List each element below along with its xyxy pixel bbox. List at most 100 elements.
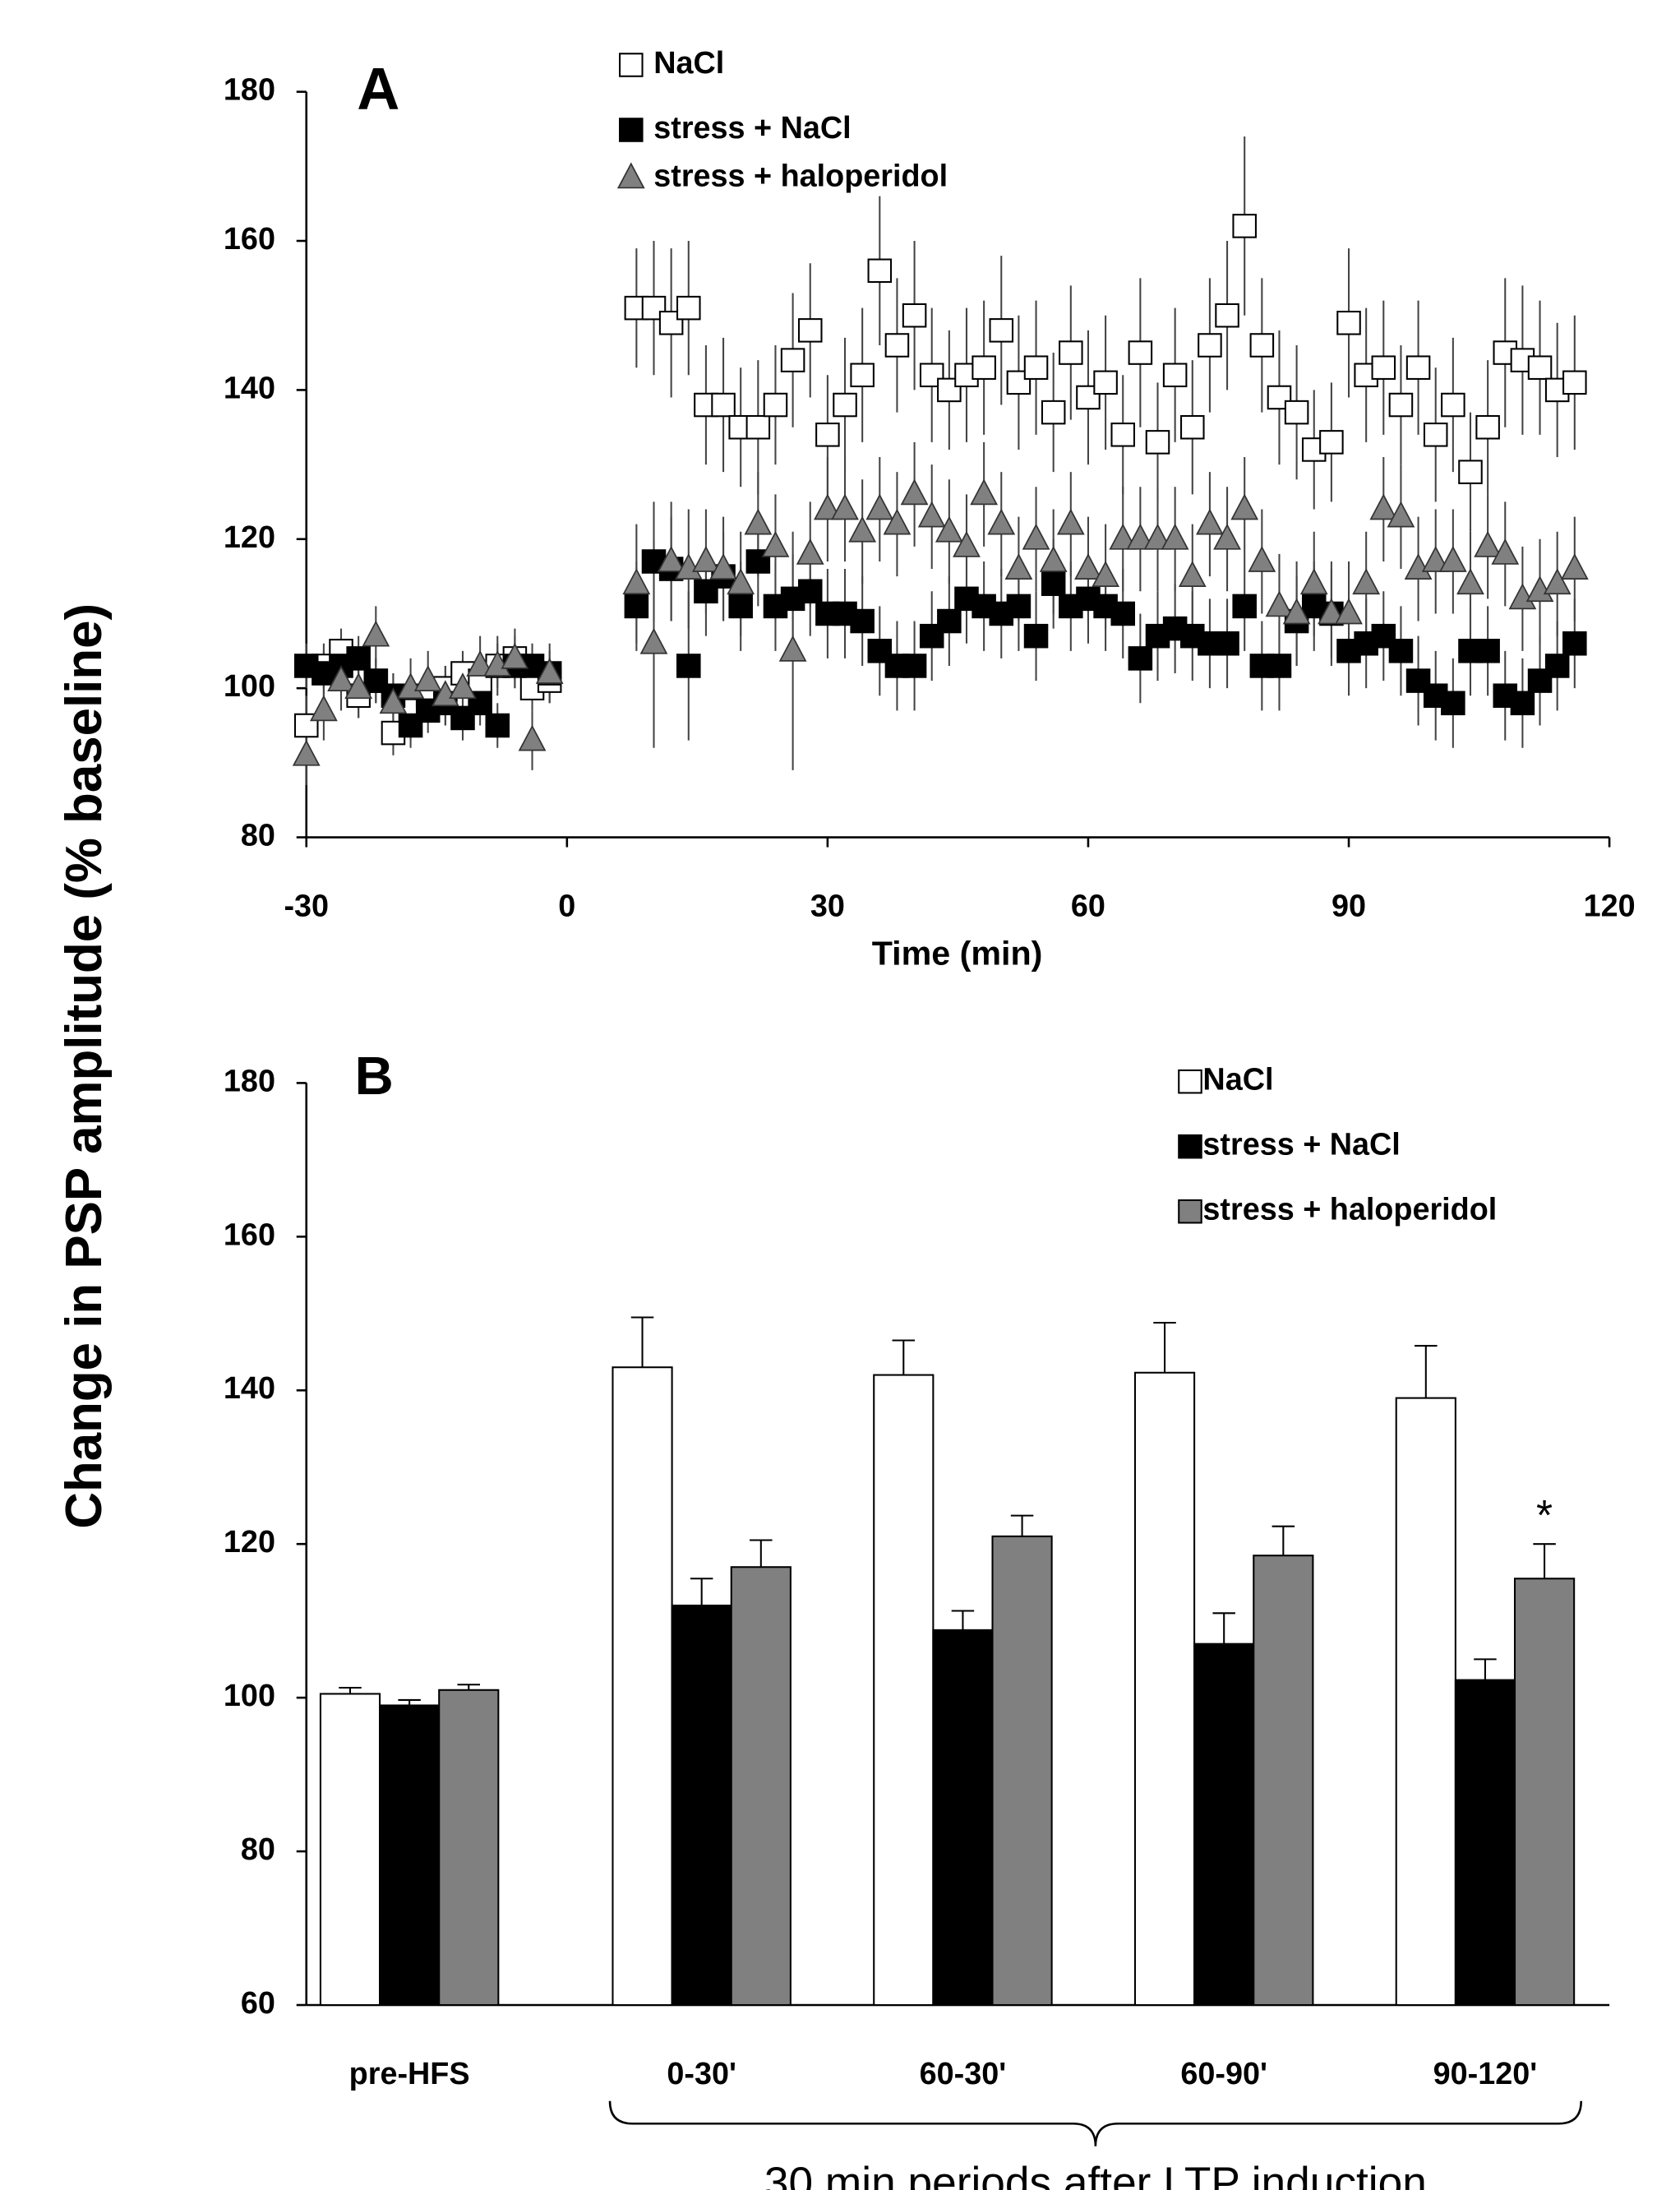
marker: [778, 635, 807, 662]
marker: [485, 713, 510, 738]
marker: [1041, 400, 1066, 425]
marker: [624, 594, 649, 619]
marker: [833, 392, 857, 418]
marker: [1161, 523, 1189, 550]
marker: [1527, 355, 1553, 380]
marker: [1562, 370, 1587, 395]
bar: [873, 1374, 935, 2007]
marker: [1039, 545, 1068, 572]
bar: [991, 1535, 1053, 2007]
marker: [1319, 430, 1344, 455]
bar: [379, 1704, 441, 2007]
marker: [344, 672, 373, 700]
marker: [763, 392, 788, 418]
bar: [671, 1604, 732, 2007]
legend-label: stress + haloperidol: [1202, 1193, 1497, 1227]
marker: [1180, 414, 1205, 440]
x-tick-label: 60-90': [1180, 2057, 1267, 2091]
marker: [1335, 598, 1363, 625]
marker: [622, 568, 651, 595]
legend-marker: [1178, 1069, 1202, 1094]
marker: [1023, 355, 1049, 380]
bar: [1395, 1397, 1456, 2007]
y-tick-label: 160: [224, 222, 275, 256]
bar: [438, 1689, 500, 2007]
marker: [518, 724, 547, 751]
y-tick-label: 140: [224, 1371, 275, 1406]
marker: [850, 363, 875, 388]
y-tick-label: 160: [224, 1217, 275, 1252]
marker: [1006, 594, 1032, 619]
marker: [711, 392, 736, 418]
marker: [362, 620, 390, 647]
marker: [1109, 523, 1138, 550]
marker: [1369, 493, 1398, 520]
bar: [1513, 1578, 1576, 2007]
marker: [639, 627, 668, 654]
marker: [657, 545, 685, 572]
marker: [676, 295, 701, 321]
marker: [1510, 691, 1535, 716]
marker: [1352, 568, 1381, 595]
marker: [1475, 414, 1500, 440]
marker: [1336, 311, 1361, 335]
marker: [1213, 523, 1241, 550]
marker: [1560, 553, 1589, 580]
marker: [1299, 568, 1328, 595]
y-tick-label: 180: [224, 73, 275, 108]
bar: [1193, 1642, 1255, 2007]
marker: [1128, 340, 1153, 365]
marker: [970, 478, 999, 506]
marker: [815, 423, 840, 447]
marker: [1110, 423, 1136, 447]
marker: [1387, 501, 1415, 528]
marker: [1215, 631, 1239, 656]
marker: [1196, 508, 1224, 535]
marker: [692, 545, 720, 572]
marker: [1023, 623, 1049, 649]
legend-label: stress + haloperidol: [653, 159, 948, 193]
marker: [1093, 370, 1118, 395]
x-tick-label: pre-HFS: [349, 2057, 470, 2091]
y-tick-label: 100: [224, 669, 275, 704]
y-axis-label: Change in PSP amplitude (% baseline): [56, 603, 113, 1529]
marker: [1543, 568, 1572, 595]
marker: [1110, 601, 1136, 626]
marker: [1248, 545, 1276, 572]
marker: [379, 687, 408, 714]
marker: [1491, 538, 1520, 565]
marker: [292, 739, 321, 766]
marker: [676, 654, 701, 678]
marker: [1022, 523, 1050, 550]
marker: [413, 665, 442, 691]
marker: [1371, 623, 1396, 649]
marker: [1405, 355, 1431, 380]
legend-label: NaCl: [653, 46, 724, 81]
panel-label: B: [355, 1046, 394, 1106]
annotation: *: [1536, 1491, 1553, 1539]
x-tick-label: 90: [1332, 889, 1366, 923]
y-tick-label: 100: [224, 1679, 275, 1713]
marker: [953, 530, 981, 557]
marker: [501, 642, 529, 669]
marker: [989, 318, 1014, 343]
x-tick-label: 60-30': [920, 2057, 1007, 2091]
marker: [1215, 303, 1239, 328]
marker: [831, 493, 859, 520]
marker: [709, 553, 737, 580]
x-tick-label: 90-120': [1433, 2057, 1538, 2091]
bar: [319, 1693, 381, 2007]
marker: [1056, 508, 1085, 535]
bar: [1133, 1371, 1196, 2007]
marker: [1267, 654, 1292, 678]
marker: [1232, 214, 1257, 238]
x-axis-label: Time (min): [872, 935, 1043, 973]
marker: [814, 493, 842, 520]
legend-label: stress + NaCl: [653, 111, 851, 146]
marker: [1004, 553, 1033, 580]
marker: [1265, 590, 1294, 617]
marker: [902, 654, 927, 678]
marker: [449, 672, 477, 700]
marker: [1145, 430, 1170, 455]
marker: [1438, 545, 1467, 572]
